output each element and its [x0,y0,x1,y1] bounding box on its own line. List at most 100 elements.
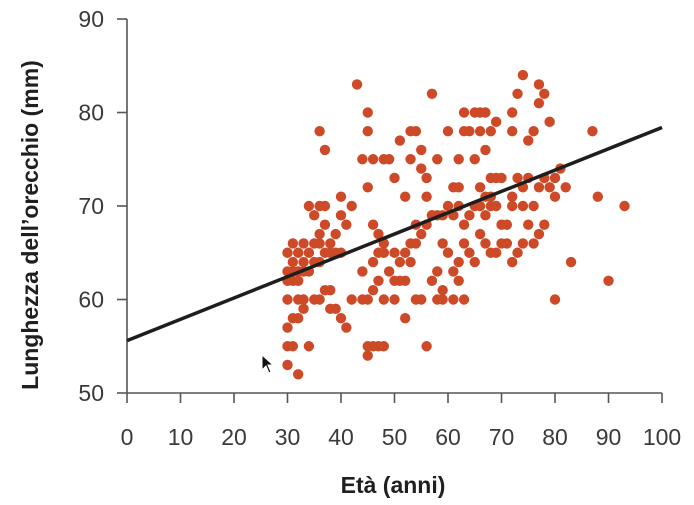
data-point [458,294,470,305]
data-point [485,247,496,258]
data-point [458,107,470,118]
data-point [544,182,555,193]
data-point [464,247,475,258]
data-point [378,294,389,305]
x-tick-label: 60 [435,424,461,450]
data-point [432,266,443,277]
data-point [319,200,331,212]
data-point [367,256,379,268]
data-point [298,303,309,315]
x-tick-label: 40 [328,424,354,450]
data-point [539,88,550,100]
data-point [507,107,518,118]
data-point [437,294,448,305]
data-point [303,200,315,212]
data-point [485,126,496,137]
x-tick-label: 50 [382,424,408,450]
data-point [400,275,411,286]
y-tick-labels: 50 60 70 80 90 [78,6,104,406]
data-point [469,256,480,268]
data-point [400,313,411,324]
data-point [544,116,555,128]
data-point [314,228,325,240]
x-tick-label: 20 [221,424,247,450]
data-point [469,154,480,165]
data-point [458,238,470,249]
data-point [442,126,454,137]
data-point [282,322,293,333]
data-point [490,116,502,128]
data-point [421,172,432,184]
data-point [373,275,384,286]
data-point [351,79,363,90]
data-point [512,88,523,100]
data-point [389,247,400,258]
data-point [410,238,422,249]
mouse-pointer-icon [261,354,275,374]
y-tick-label: 90 [78,6,104,32]
data-point [464,210,475,221]
data-point [389,172,400,184]
data-point [437,284,448,296]
data-point [282,294,293,305]
data-point [480,238,491,249]
data-point [362,182,373,193]
x-tick-label: 80 [542,424,568,450]
data-point [293,247,304,258]
y-tick-label: 80 [78,100,104,126]
data-point [442,247,454,258]
data-point [587,126,598,137]
y-tick-label: 50 [78,380,104,406]
data-point [330,228,341,240]
data-point [335,191,347,202]
data-point [426,275,438,286]
data-point [293,313,304,324]
data-point [293,369,304,380]
data-point [437,238,448,249]
trend-line [126,125,663,343]
data-point [560,182,571,193]
data-point [565,256,577,268]
data-point [517,238,529,249]
data-point [507,200,518,212]
data-point [357,154,368,165]
data-point [528,200,539,212]
data-point [303,247,315,258]
data-point [507,191,518,202]
data-point [507,126,518,137]
data-point [298,238,309,249]
data-point [453,182,464,193]
data-point [335,210,347,221]
data-point [303,341,315,352]
data-point [496,172,507,184]
data-point [512,247,523,258]
data-point [421,341,432,352]
data-point [619,200,630,212]
data-point [367,154,379,165]
data-point [394,256,406,268]
data-point [501,219,513,230]
data-point [314,238,325,249]
x-tick-labels: 0 10 20 30 40 50 60 70 80 90 100 [121,424,682,450]
data-point [474,200,486,212]
x-tick-label: 10 [168,424,194,450]
data-point [341,322,352,333]
data-point [362,107,373,118]
data-point [373,228,384,240]
data-point [367,284,379,296]
data-point [416,294,427,305]
y-tick-label: 70 [78,193,104,219]
data-point [549,191,561,202]
data-point [533,182,545,193]
data-point [314,294,325,305]
data-point [325,284,336,296]
x-axis-title: Età (anni) [341,472,446,498]
data-point [464,126,475,137]
x-tick-label: 0 [121,424,134,450]
data-point [549,294,561,305]
data-point [523,135,534,146]
data-point [480,210,491,221]
data-point [335,313,347,324]
data-point [528,126,539,137]
data-point [528,238,539,249]
